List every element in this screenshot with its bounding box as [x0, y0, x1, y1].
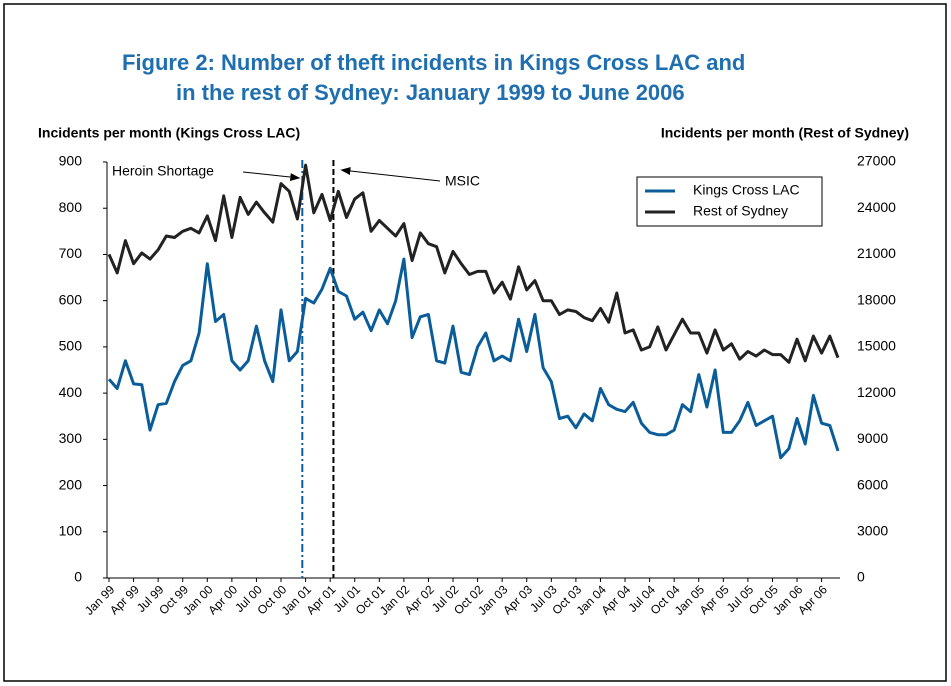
y2-tick-label: 6000	[857, 476, 888, 492]
y-tick-label: 100	[59, 522, 83, 538]
annotation: Heroin Shortage	[112, 163, 214, 179]
chart-title: in the rest of Sydney: January 1999 to J…	[176, 80, 685, 105]
y-tick-label: 800	[59, 199, 83, 215]
y2-tick-label: 27000	[857, 153, 896, 169]
legend-label: Rest of Sydney	[693, 203, 788, 219]
y2-tick-label: 21000	[857, 245, 896, 261]
annotation-arrow	[340, 167, 441, 182]
y2-tick-label: 24000	[857, 199, 896, 215]
line-series	[107, 163, 840, 364]
y-tick-label: 200	[59, 476, 83, 492]
annotation: MSIC	[445, 173, 480, 189]
y2-tick-label: 3000	[857, 522, 888, 538]
y2-tick-label: 12000	[857, 384, 896, 400]
y-tick-label: 700	[59, 245, 83, 261]
legend-box	[636, 176, 823, 227]
legend-label: Kings Cross LAC	[693, 182, 800, 198]
y-tick-label: 600	[59, 291, 83, 307]
y-tick-label: 400	[59, 384, 83, 400]
chart-title: Figure 2: Number of theft incidents in K…	[122, 50, 745, 75]
y2-tick-label: 15000	[857, 338, 896, 354]
y2-axis-label: Incidents per month (Rest of Sydney)	[661, 125, 909, 141]
y-axis-label: Incidents per month (Kings Cross LAC)	[38, 125, 300, 141]
line-series	[107, 257, 840, 460]
frame	[3, 3, 947, 682]
y-tick-label: 0	[74, 569, 82, 585]
y2-tick-label: 18000	[857, 291, 896, 307]
y-tick-label: 500	[59, 338, 83, 354]
y2-tick-label: 0	[857, 569, 865, 585]
annotation-arrow	[242, 171, 301, 182]
y2-tick-label: 9000	[857, 430, 888, 446]
y-tick-label: 300	[59, 430, 83, 446]
y-tick-label: 900	[59, 153, 83, 169]
